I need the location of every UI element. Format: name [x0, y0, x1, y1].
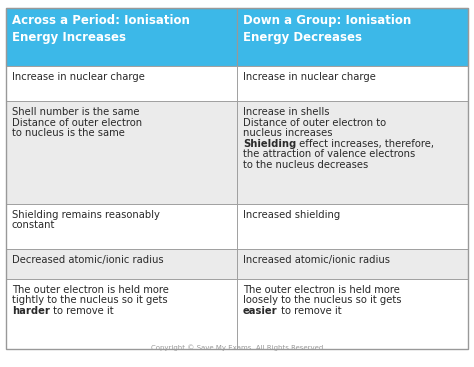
Text: Shielding: Shielding: [243, 139, 296, 149]
Text: Increase in nuclear charge: Increase in nuclear charge: [243, 72, 376, 82]
Bar: [237, 249, 468, 279]
Bar: [237, 204, 468, 249]
Text: loosely to the nucleus so it gets: loosely to the nucleus so it gets: [243, 295, 401, 305]
Bar: [237, 101, 468, 204]
Bar: [6, 8, 237, 66]
Text: constant: constant: [12, 220, 55, 230]
Bar: [237, 8, 468, 66]
Bar: [6, 101, 237, 204]
Text: harder: harder: [12, 306, 50, 316]
Text: to remove it: to remove it: [278, 306, 341, 316]
Text: Shielding remains reasonably: Shielding remains reasonably: [12, 210, 160, 220]
Bar: [6, 279, 237, 349]
Text: tightly to the nucleus so it gets: tightly to the nucleus so it gets: [12, 295, 168, 305]
Bar: [6, 204, 237, 249]
Text: Distance of outer electron: Distance of outer electron: [12, 117, 142, 128]
Text: Decreased atomic/ionic radius: Decreased atomic/ionic radius: [12, 255, 164, 265]
Text: effect increases, therefore,: effect increases, therefore,: [296, 139, 434, 149]
Bar: [6, 66, 237, 101]
Text: Copyright © Save My Exams. All Rights Reserved: Copyright © Save My Exams. All Rights Re…: [151, 344, 323, 351]
Text: easier: easier: [243, 306, 278, 316]
Text: Increased atomic/ionic radius: Increased atomic/ionic radius: [243, 255, 390, 265]
Text: to remove it: to remove it: [50, 306, 113, 316]
Text: The outer electron is held more: The outer electron is held more: [243, 285, 400, 295]
Bar: [237, 66, 468, 101]
Text: Down a Group: Ionisation
Energy Decreases: Down a Group: Ionisation Energy Decrease…: [243, 14, 411, 44]
Text: Increased shielding: Increased shielding: [243, 210, 340, 220]
Text: Increase in nuclear charge: Increase in nuclear charge: [12, 72, 145, 82]
Text: Across a Period: Ionisation
Energy Increases: Across a Period: Ionisation Energy Incre…: [12, 14, 190, 44]
Bar: [237, 279, 468, 349]
Text: The outer electron is held more: The outer electron is held more: [12, 285, 169, 295]
Text: Increase in shells: Increase in shells: [243, 107, 329, 117]
Text: Shell number is the same: Shell number is the same: [12, 107, 139, 117]
Text: the attraction of valence electrons: the attraction of valence electrons: [243, 149, 415, 159]
Text: to the nucleus decreases: to the nucleus decreases: [243, 160, 368, 170]
Bar: [6, 249, 237, 279]
Text: Distance of outer electron to: Distance of outer electron to: [243, 117, 386, 128]
Text: nucleus increases: nucleus increases: [243, 128, 332, 138]
Text: to nucleus is the same: to nucleus is the same: [12, 128, 125, 138]
